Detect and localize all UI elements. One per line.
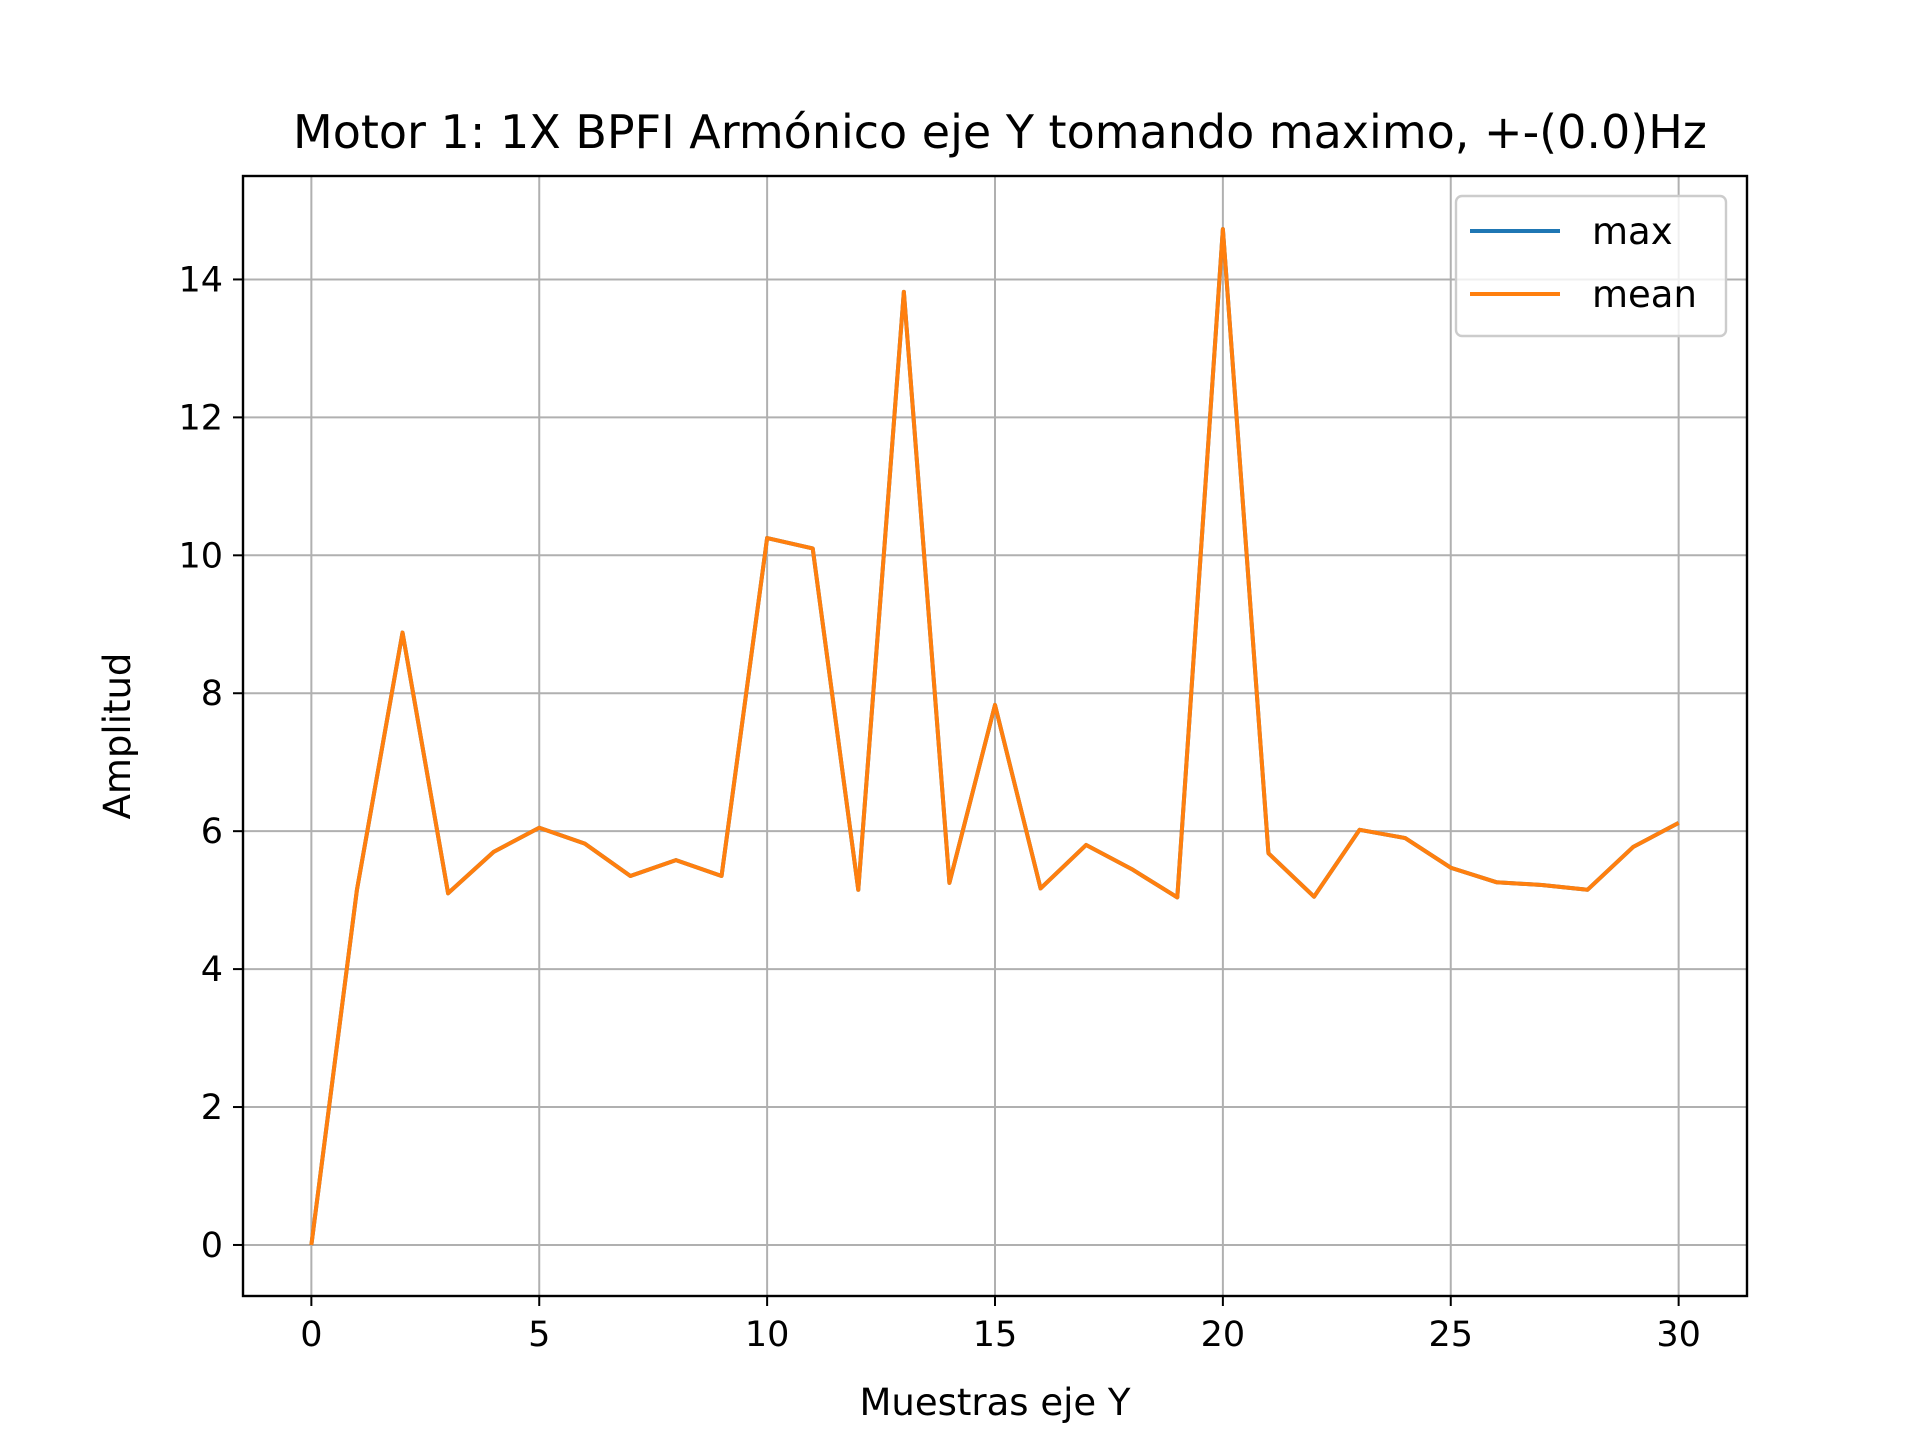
axis-ticks: 0 5 10 15 20 25 30 0 2 4 6 8 10 12 14 [178,260,1700,1355]
y-tick-label: 6 [201,812,223,852]
chart-title: Motor 1: 1X BPFI Armónico eje Y tomando … [293,105,1707,159]
x-axis-label: Muestras eje Y [859,1381,1130,1424]
y-tick-label: 0 [201,1226,223,1266]
x-tick-label: 0 [300,1315,322,1355]
y-tick-label: 12 [178,398,223,438]
legend-label-mean: mean [1592,273,1697,316]
x-tick-label: 30 [1656,1315,1701,1355]
x-tick-label: 20 [1201,1315,1246,1355]
grid [243,176,1747,1296]
y-tick-label: 8 [201,674,223,714]
y-axis-label: Amplitud [96,653,139,820]
series-line-mean [309,227,1680,1246]
y-tick-label: 14 [178,260,223,300]
x-tick-label: 10 [745,1315,790,1355]
y-tick-label: 4 [201,950,223,990]
x-tick-label: 15 [973,1315,1018,1355]
legend: max mean [1454,194,1728,338]
x-tick-label: 25 [1428,1315,1473,1355]
y-tick-label: 2 [201,1088,223,1128]
y-tick-label: 10 [178,536,223,576]
series-lines [309,227,1680,1246]
x-tick-label: 5 [528,1315,550,1355]
legend-label-max: max [1592,210,1673,253]
